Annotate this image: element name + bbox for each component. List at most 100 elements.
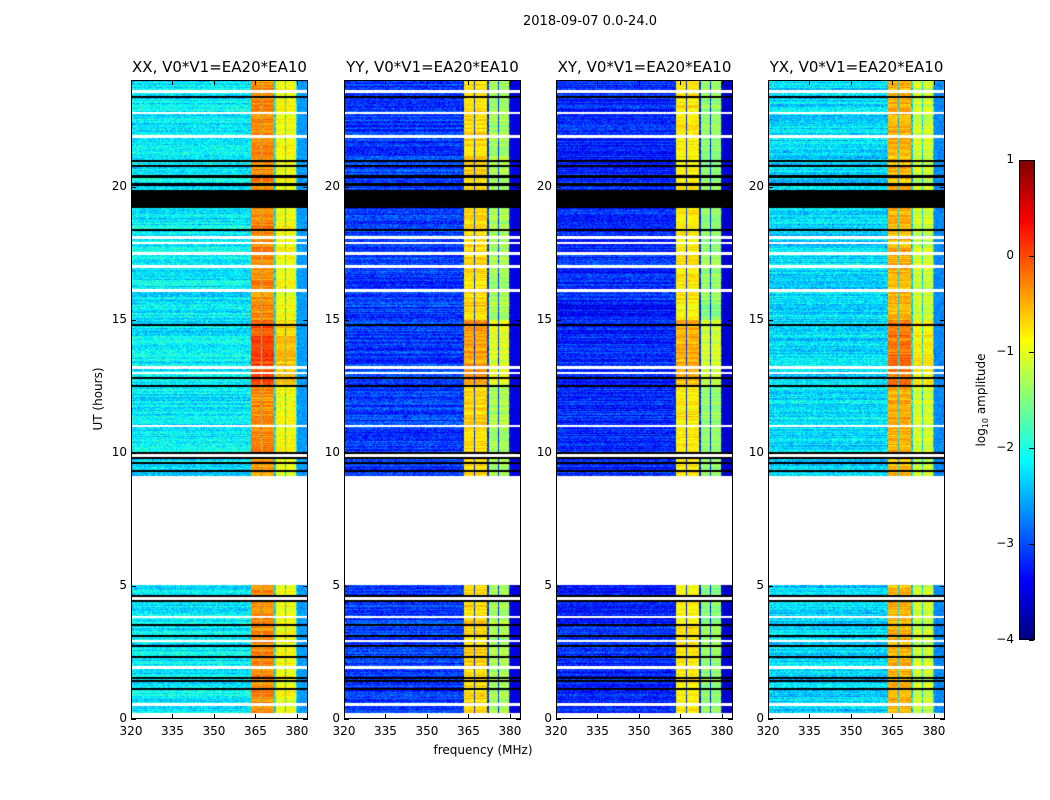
panel-heatmap [768,80,945,719]
x-tick-label: 365 [881,724,904,738]
y-tick-mark [516,319,521,321]
y-tick-mark [344,319,349,321]
y-tick-mark [303,719,308,720]
x-tick-mark [680,80,682,85]
x-tick-mark [809,714,811,719]
x-tick-mark [385,714,387,719]
y-tick-label: 5 [332,577,340,592]
colorbar-tick-label: −3 [996,536,1014,550]
y-tick-label: 5 [544,577,552,592]
y-tick-mark [516,719,521,720]
heatmap-image [132,81,307,718]
colorbar-tick-label: −1 [996,344,1014,358]
x-tick-mark [892,80,894,85]
y-tick-label: 0 [544,711,552,725]
figure-title: 2018-09-07 0.0-24.0 [523,14,657,29]
x-tick-label: 320 [119,724,143,738]
y-tick-mark [131,186,136,188]
x-tick-label: 320 [544,724,568,738]
y-tick-mark [768,719,773,720]
x-tick-label: 365 [669,724,692,738]
colorbar-label-rest: amplitude [973,353,988,418]
x-tick-mark [255,714,257,719]
y-tick-label: 10 [748,444,764,459]
panel-title: YY, V0*V1=EA20*EA10 [346,58,519,76]
x-tick-label: 335 [798,724,821,738]
y-tick-label: 20 [111,178,127,193]
y-tick-label: 0 [756,711,764,725]
y-tick-mark [131,452,136,454]
y-tick-mark [940,719,945,720]
y-tick-mark [728,186,733,188]
y-tick-mark [556,319,561,321]
y-tick-mark [131,319,136,321]
x-tick-mark [850,714,852,719]
x-tick-mark [468,714,470,719]
colorbar-tick-mark [1029,160,1034,161]
y-tick-label: 10 [536,444,552,459]
panel-heatmap [344,80,521,719]
y-tick-label: 15 [111,311,127,326]
x-tick-mark [509,714,511,719]
heatmap-image [345,81,520,718]
x-tick-label: 320 [332,724,356,738]
y-tick-mark [728,585,733,587]
y-tick-mark [303,319,308,321]
y-tick-mark [344,186,349,188]
y-tick-mark [516,186,521,188]
y-tick-mark [728,452,733,454]
y-tick-mark [344,585,349,587]
heatmap-image [557,81,732,718]
x-tick-label: 335 [374,724,397,738]
x-tick-label: 380 [498,724,522,738]
x-tick-mark [597,80,599,85]
x-tick-label: 380 [922,724,946,738]
colorbar-tick-label: −2 [996,440,1014,454]
x-tick-mark [468,80,470,85]
y-tick-mark [556,186,561,188]
y-axis-label: UT (hours) [91,367,105,431]
x-tick-mark [933,80,935,85]
y-tick-label: 20 [324,178,340,193]
x-tick-label: 365 [457,724,480,738]
colorbar-label-sub: 10 [981,417,991,429]
x-axis-label: frequency (MHz) [433,743,533,757]
y-tick-label: 20 [748,178,764,193]
x-tick-mark [213,80,215,85]
x-tick-mark [131,80,132,85]
y-tick-label: 20 [536,178,552,193]
x-tick-mark [809,80,811,85]
y-tick-label: 15 [324,311,340,326]
y-tick-mark [516,585,521,587]
x-tick-mark [892,714,894,719]
x-tick-label: 365 [244,724,267,738]
y-tick-mark [728,319,733,321]
colorbar-tick-mark [1029,448,1034,449]
panel-title: YX, V0*V1=EA20*EA10 [769,58,944,76]
y-tick-label: 15 [536,311,552,326]
y-tick-mark [303,585,308,587]
x-tick-mark [933,714,935,719]
x-tick-label: 320 [756,724,780,738]
colorbar-tick-label: −4 [996,632,1014,646]
x-tick-mark [638,80,640,85]
y-tick-mark [768,319,773,321]
x-tick-mark [213,714,215,719]
colorbar-tick-mark [1029,352,1034,353]
x-tick-mark [296,80,298,85]
y-tick-mark [940,585,945,587]
colorbar-tick-mark [1029,544,1034,545]
x-tick-mark [768,714,769,719]
y-tick-mark [303,186,308,188]
x-tick-mark [638,714,640,719]
x-tick-mark [344,80,345,85]
x-tick-mark [680,714,682,719]
x-tick-mark [385,80,387,85]
y-tick-label: 15 [748,311,764,326]
x-tick-label: 350 [839,724,863,738]
x-tick-mark [509,80,511,85]
y-tick-mark [556,452,561,454]
colorbar-label-log: log [973,428,988,447]
colorbar-tick-mark [1029,256,1034,257]
y-tick-label: 10 [324,444,340,459]
